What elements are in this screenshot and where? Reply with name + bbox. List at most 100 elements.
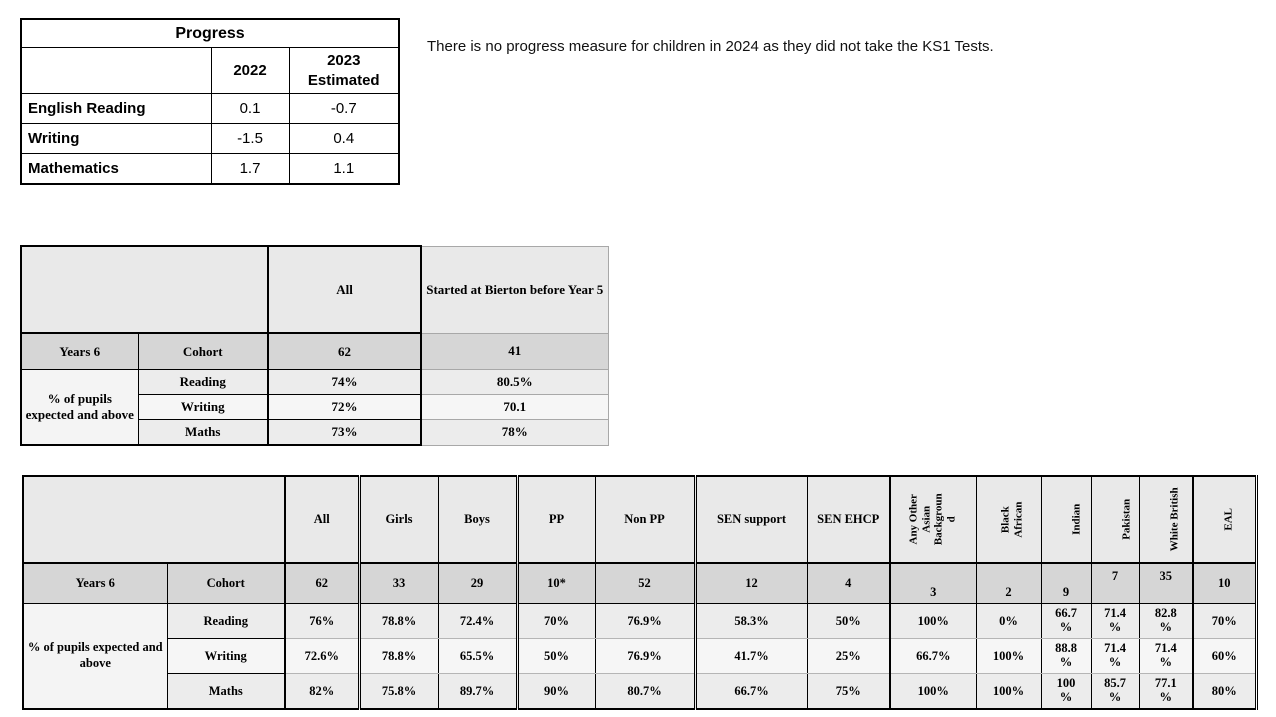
row-label-reading: Reading <box>166 603 286 639</box>
value-cell: 100% <box>975 638 1042 674</box>
value-cell: 100% <box>889 603 977 639</box>
row-label-maths: Maths <box>137 419 269 446</box>
table-row: All Started at Bierton before Year 5 <box>20 245 609 334</box>
value-cell: 50% <box>806 603 891 639</box>
table-row: Writing -1.5 0.4 <box>20 123 400 154</box>
value-cell: -0.7 <box>288 93 400 124</box>
progress-table: Progress 2022 2023 Estimated English Rea… <box>20 18 401 185</box>
value-cell: 80.7% <box>594 673 696 710</box>
value-cell: 1.1 <box>288 153 400 185</box>
value-cell: 80.5% <box>421 369 609 395</box>
table-row: Maths 82% 75.8% 89.7% 90% 80.7% 66.7% 75… <box>23 673 1257 710</box>
table-row: Writing 72.6% 78.8% 65.5% 50% 76.9% 41.7… <box>23 638 1257 674</box>
value-cell: 65.5% <box>437 638 518 674</box>
table-row: Writing 72% 70.1 <box>21 394 609 420</box>
value-cell: 71.4% <box>1138 638 1194 674</box>
cohort-summary-table: All Started at Bierton before Year 5 Yea… <box>20 245 609 446</box>
progress-table-title: Progress <box>20 18 400 48</box>
value-cell: 60% <box>1192 638 1257 674</box>
table-row: All Girls Boys PP Non PP SEN support SEN… <box>22 475 1257 564</box>
cohort-label: Cohort <box>166 562 286 604</box>
cohort-label: Cohort <box>137 332 269 370</box>
value-cell: 76.9% <box>594 638 696 674</box>
value-cell: 71.4% <box>1090 603 1140 639</box>
col-header-black-african: Black African <box>975 475 1042 564</box>
value-cell: 7 <box>1090 562 1140 604</box>
value-cell: 2 <box>975 562 1042 604</box>
table-row: % of pupils expected and above Reading 7… <box>20 369 609 446</box>
value-cell: 41 <box>421 332 609 370</box>
col-header-any-other-asian: Any Other Asian Background <box>889 475 977 564</box>
table-row: Years 6 Cohort 62 41 <box>20 332 609 370</box>
value-cell: 82.8% <box>1138 603 1194 639</box>
value-cell: 72% <box>267 394 422 420</box>
value-cell: 35 <box>1138 562 1194 604</box>
value-cell: -1.5 <box>210 123 290 154</box>
value-cell: 72.6% <box>284 638 360 674</box>
value-cell: 70% <box>1192 603 1257 639</box>
value-cell: 66.7% <box>1040 603 1092 639</box>
measure-label: % of pupils expected and above <box>22 603 168 710</box>
value-cell: 29 <box>437 562 518 604</box>
col-header-all: All <box>267 245 422 334</box>
table-row: % of pupils expected and above Reading 7… <box>22 603 1257 710</box>
col-header-pp: PP <box>515 475 596 564</box>
row-label-maths: Maths <box>166 673 286 710</box>
row-label-reading: Reading <box>137 369 269 395</box>
vertical-header-text: Pakistan <box>1120 499 1133 540</box>
col-header-eal: EAL <box>1192 475 1257 564</box>
vertical-header-text: EAL <box>1222 508 1235 531</box>
value-cell: 78% <box>421 419 609 446</box>
value-cell: 3 <box>889 562 977 604</box>
vertical-header-text: Indian <box>1070 503 1083 536</box>
table-row: Years 6 Cohort 62 33 29 10* 52 12 4 3 2 … <box>22 562 1257 604</box>
value-cell: 12 <box>693 562 808 604</box>
row-label-writing: Writing <box>20 123 212 154</box>
value-cell: 33 <box>357 562 439 604</box>
value-cell: 62 <box>284 562 360 604</box>
col-header-boys: Boys <box>437 475 518 564</box>
col-header-non-pp: Non PP <box>594 475 696 564</box>
value-cell: 76% <box>284 603 360 639</box>
value-cell: 75% <box>806 673 891 710</box>
col-header-sen-support: SEN support <box>693 475 808 564</box>
value-cell: 66.7% <box>889 638 977 674</box>
value-cell: 88.8% <box>1040 638 1092 674</box>
col-header-sen-ehcp: SEN EHCP <box>806 475 891 564</box>
value-cell: 25% <box>806 638 891 674</box>
group-label-years6: Years 6 <box>20 332 139 370</box>
value-cell: 78.8% <box>357 638 439 674</box>
table-row: Mathematics 1.7 1.1 <box>20 153 400 185</box>
col-header-2022: 2022 <box>210 47 290 94</box>
table-row: Progress <box>20 18 400 48</box>
col-header-white-british: White British <box>1138 475 1194 564</box>
blank-cell <box>22 475 286 564</box>
value-cell: 41.7% <box>693 638 808 674</box>
value-cell: 76.9% <box>594 603 696 639</box>
value-cell: 75.8% <box>357 673 439 710</box>
value-cell: 70.1 <box>421 394 609 420</box>
value-cell: 74% <box>267 369 422 395</box>
value-cell: 62 <box>267 332 422 370</box>
value-cell: 72.4% <box>437 603 518 639</box>
value-cell: 10 <box>1192 562 1257 604</box>
col-header-pakistan: Pakistan <box>1090 475 1140 564</box>
value-cell: 100% <box>889 673 977 710</box>
value-cell: 4 <box>806 562 891 604</box>
col-header-2023-estimated: 2023 Estimated <box>288 47 400 94</box>
value-cell: 0.1 <box>210 93 290 124</box>
blank-cell <box>20 245 269 334</box>
vertical-header-text: Any Other Asian Background <box>907 493 958 546</box>
row-label-writing: Writing <box>137 394 269 420</box>
col-header-started-before-year5: Started at Bierton before Year 5 <box>421 245 609 334</box>
table-row: 2022 2023 Estimated <box>20 47 400 94</box>
value-cell: 50% <box>515 638 596 674</box>
row-label-english-reading: English Reading <box>20 93 212 124</box>
table-row: English Reading 0.1 -0.7 <box>20 93 400 124</box>
col-header-all: All <box>284 475 360 564</box>
value-cell: 52 <box>594 562 696 604</box>
value-cell: 100% <box>1040 673 1092 710</box>
blank-cell <box>20 47 212 94</box>
value-cell: 78.8% <box>357 603 439 639</box>
